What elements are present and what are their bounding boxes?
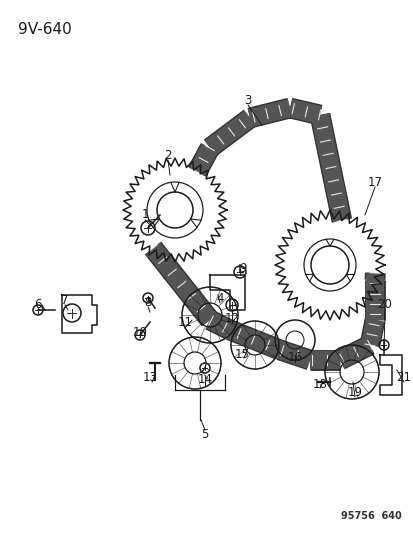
Text: 9V-640: 9V-640 xyxy=(18,22,71,37)
Text: 8: 8 xyxy=(144,295,151,309)
Text: 1: 1 xyxy=(141,208,148,222)
Text: 16: 16 xyxy=(287,351,302,365)
Text: 12: 12 xyxy=(224,311,239,325)
Text: 95756  640: 95756 640 xyxy=(340,511,401,521)
Text: 15: 15 xyxy=(234,349,249,361)
Text: 14: 14 xyxy=(197,374,212,386)
Text: 11: 11 xyxy=(177,317,192,329)
Text: 18: 18 xyxy=(312,378,327,392)
Text: 5: 5 xyxy=(201,429,208,441)
Text: 10: 10 xyxy=(132,327,147,340)
Text: 4: 4 xyxy=(216,292,223,304)
Text: 3: 3 xyxy=(244,93,251,107)
Text: 6: 6 xyxy=(34,298,42,311)
Text: 13: 13 xyxy=(142,372,157,384)
Text: 20: 20 xyxy=(377,298,392,311)
Text: 19: 19 xyxy=(347,386,362,400)
Text: 17: 17 xyxy=(367,175,382,189)
Text: 2: 2 xyxy=(164,149,171,161)
Text: 21: 21 xyxy=(396,372,411,384)
Text: 7: 7 xyxy=(61,294,69,306)
Text: 9: 9 xyxy=(239,262,246,274)
